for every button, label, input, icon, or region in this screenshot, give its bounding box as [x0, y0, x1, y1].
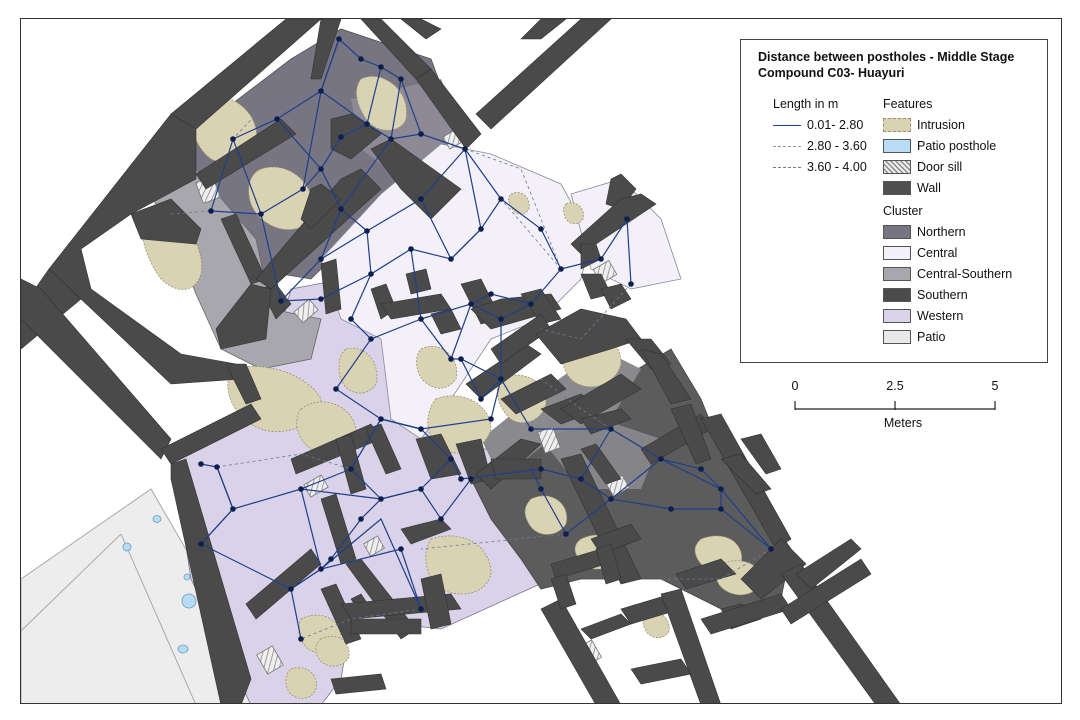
scale-tick-0: 0 — [791, 379, 799, 393]
feature-door-sill: Door sill — [883, 158, 962, 176]
features-heading: Features — [883, 97, 933, 111]
scale-bar-line — [794, 401, 996, 410]
cluster-western-label: Western — [917, 309, 964, 323]
cluster-central-label: Central — [917, 246, 958, 260]
cluster-western: Western — [883, 307, 963, 325]
patio-posthole-swatch — [883, 139, 911, 153]
map-frame: Distance between postholes - Middle Stag… — [20, 18, 1062, 704]
length-heading: Length in m — [773, 97, 839, 111]
patio-swatch — [883, 330, 911, 344]
length-class-3: 3.60 - 4.00 — [773, 158, 867, 176]
length-class-1: 0.01- 2.80 — [773, 116, 863, 134]
length-class-1-label: 0.01- 2.80 — [807, 118, 864, 132]
length-class-2: 2.80 - 3.60 — [773, 137, 867, 155]
scale-tick-5: 5 — [991, 379, 999, 393]
legend-title-line-2: Compound C03- Huayuri — [758, 66, 905, 80]
cluster-central: Central — [883, 244, 957, 262]
southern-swatch — [883, 288, 911, 302]
cluster-southern-label: Southern — [917, 288, 968, 302]
posthole-nodes — [198, 36, 774, 642]
map-legend: Distance between postholes - Middle Stag… — [740, 39, 1048, 363]
door-sill-swatch — [883, 160, 911, 174]
feature-patio-posthole: Patio posthole — [883, 137, 996, 155]
feature-door-sill-label: Door sill — [917, 160, 963, 174]
cluster-patio-label: Patio — [917, 330, 946, 344]
door-sills — [195, 126, 630, 675]
length-class-3-label: 3.60 - 4.00 — [807, 160, 867, 174]
posthole-network-dashed — [170, 90, 772, 640]
feature-intrusion-label: Intrusion — [917, 118, 965, 132]
cluster-northern-label: Northern — [917, 225, 966, 239]
central-southern-swatch — [883, 267, 911, 281]
cluster-central-southern-label: Central-Southern — [917, 267, 1013, 281]
cluster-patio: Patio — [883, 328, 946, 346]
walls — [21, 19, 900, 703]
wall-swatch — [883, 181, 911, 195]
scale-tick-2-5: 2.5 — [886, 379, 904, 393]
western-swatch — [883, 309, 911, 323]
scale-units: Meters — [883, 416, 923, 430]
cluster-southern: Southern — [883, 286, 968, 304]
feature-patio-posthole-label: Patio posthole — [917, 139, 997, 153]
map-canvas[interactable] — [21, 19, 1062, 704]
legend-title-line-1: Distance between postholes - Middle Stag… — [758, 50, 1015, 64]
intrusion-swatch — [883, 118, 911, 132]
cluster-heading: Cluster — [883, 204, 923, 218]
dashed-line-icon — [773, 160, 801, 174]
cluster-central-southern: Central-Southern — [883, 265, 1012, 283]
legend-title: Distance between postholes - Middle Stag… — [758, 49, 1043, 81]
length-class-2-label: 2.80 - 3.60 — [807, 139, 867, 153]
feature-wall: Wall — [883, 179, 941, 197]
central-swatch — [883, 246, 911, 260]
feature-intrusion: Intrusion — [883, 116, 965, 134]
solid-line-icon — [773, 118, 801, 132]
cluster-northern: Northern — [883, 223, 966, 241]
northern-swatch — [883, 225, 911, 239]
feature-wall-label: Wall — [917, 181, 941, 195]
dashed-line-icon — [773, 139, 801, 153]
scale-bar: 0 2.5 5 Meters — [783, 379, 1023, 439]
